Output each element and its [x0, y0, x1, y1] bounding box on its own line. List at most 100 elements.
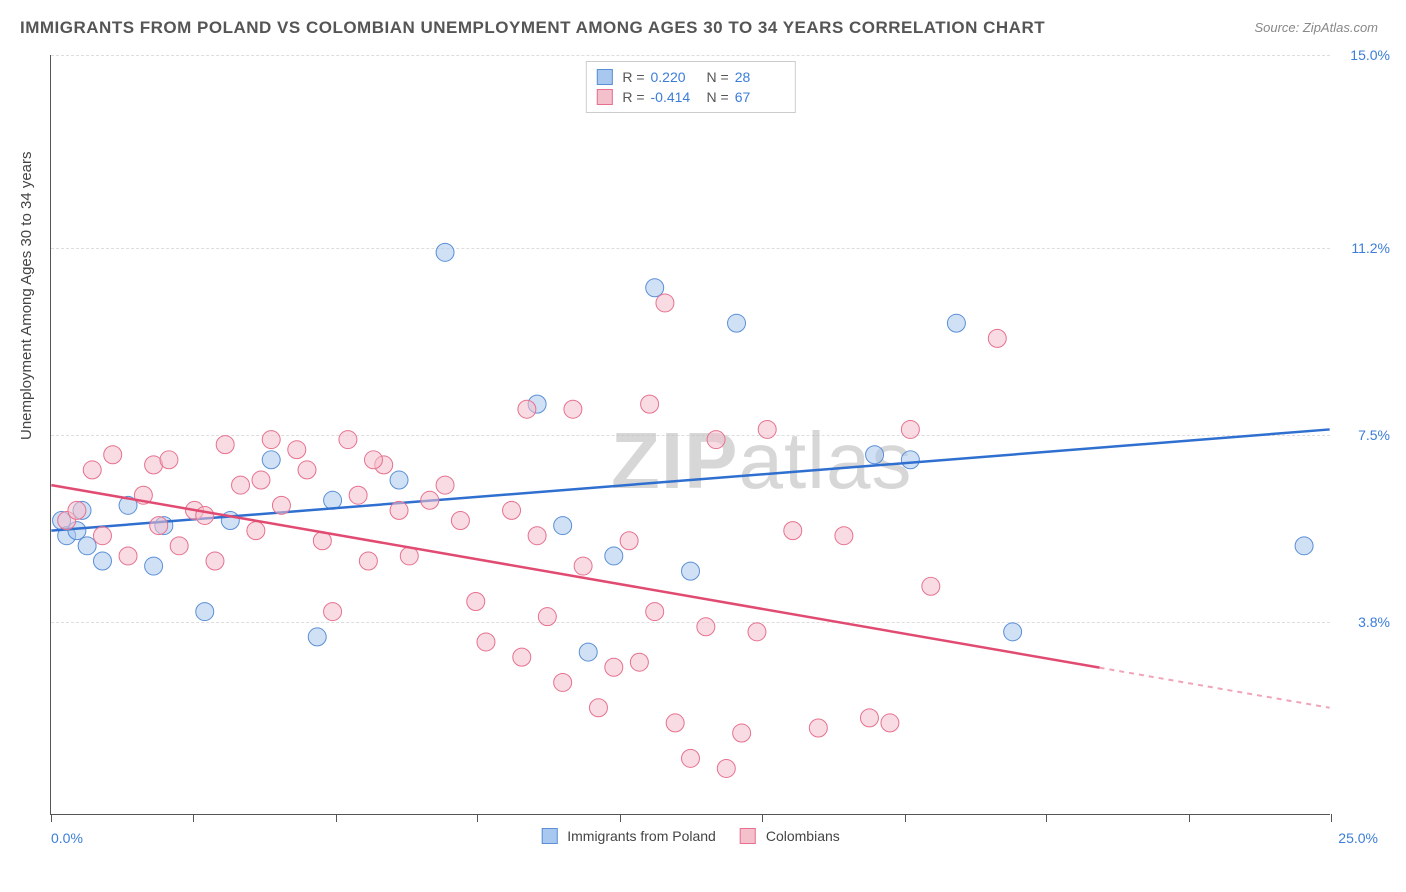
data-point-colombians — [860, 709, 878, 727]
data-point-poland — [145, 557, 163, 575]
x-tick — [477, 814, 478, 822]
data-point-colombians — [119, 547, 137, 565]
data-point-colombians — [390, 501, 408, 519]
data-point-colombians — [324, 603, 342, 621]
data-point-poland — [78, 537, 96, 555]
data-point-poland — [866, 446, 884, 464]
x-axis-min-label: 0.0% — [51, 830, 83, 846]
data-point-colombians — [835, 527, 853, 545]
x-tick — [1189, 814, 1190, 822]
data-point-colombians — [93, 527, 111, 545]
x-tick — [620, 814, 621, 822]
plot-area: R = 0.220 N = 28 R = -0.414 N = 67 ZIPat… — [50, 55, 1330, 815]
swatch-colombians-icon — [596, 89, 612, 105]
data-point-poland — [579, 643, 597, 661]
y-tick-label: 3.8% — [1358, 614, 1390, 630]
data-point-colombians — [262, 431, 280, 449]
data-point-colombians — [339, 431, 357, 449]
chart-title: IMMIGRANTS FROM POLAND VS COLOMBIAN UNEM… — [20, 18, 1045, 38]
source-label: Source: ZipAtlas.com — [1254, 20, 1378, 35]
data-point-colombians — [707, 431, 725, 449]
n-key: N = — [707, 69, 729, 85]
swatch-colombians-icon — [740, 828, 756, 844]
data-point-colombians — [682, 749, 700, 767]
data-point-colombians — [503, 501, 521, 519]
data-point-colombians — [901, 420, 919, 438]
x-tick — [905, 814, 906, 822]
y-tick-label: 11.2% — [1351, 240, 1390, 256]
data-point-colombians — [538, 608, 556, 626]
data-point-poland — [947, 314, 965, 332]
data-point-colombians — [748, 623, 766, 641]
data-point-colombians — [298, 461, 316, 479]
data-point-colombians — [809, 719, 827, 737]
data-point-colombians — [252, 471, 270, 489]
data-point-colombians — [564, 400, 582, 418]
y-axis-label: Unemployment Among Ages 30 to 34 years — [18, 151, 35, 440]
data-point-colombians — [758, 420, 776, 438]
data-point-colombians — [881, 714, 899, 732]
data-point-poland — [308, 628, 326, 646]
data-point-poland — [605, 547, 623, 565]
swatch-poland-icon — [596, 69, 612, 85]
x-axis-max-label: 25.0% — [1338, 830, 1378, 846]
data-point-poland — [324, 491, 342, 509]
data-point-colombians — [196, 506, 214, 524]
data-point-poland — [436, 243, 454, 261]
data-point-poland — [93, 552, 111, 570]
regression-line-colombians — [51, 485, 1099, 668]
data-point-colombians — [574, 557, 592, 575]
data-point-colombians — [477, 633, 495, 651]
r-key: R = — [622, 69, 644, 85]
data-point-colombians — [733, 724, 751, 742]
n-value-colombians: 67 — [735, 89, 785, 105]
legend-stats-row-colombians: R = -0.414 N = 67 — [596, 87, 784, 107]
data-point-colombians — [554, 673, 572, 691]
data-point-colombians — [656, 294, 674, 312]
data-point-colombians — [646, 603, 664, 621]
data-point-colombians — [232, 476, 250, 494]
y-tick-label: 15.0% — [1350, 47, 1390, 63]
data-point-colombians — [104, 446, 122, 464]
data-point-colombians — [717, 759, 735, 777]
x-tick — [336, 814, 337, 822]
data-point-poland — [646, 279, 664, 297]
legend-item-poland: Immigrants from Poland — [541, 828, 716, 844]
data-point-colombians — [922, 577, 940, 595]
data-point-colombians — [666, 714, 684, 732]
legend-label-poland: Immigrants from Poland — [567, 828, 716, 844]
x-tick — [193, 814, 194, 822]
data-point-poland — [262, 451, 280, 469]
legend-stats: R = 0.220 N = 28 R = -0.414 N = 67 — [585, 61, 795, 113]
data-point-colombians — [513, 648, 531, 666]
data-point-colombians — [359, 552, 377, 570]
data-point-colombians — [206, 552, 224, 570]
chart-svg — [51, 55, 1330, 814]
data-point-colombians — [247, 522, 265, 540]
r-key: R = — [622, 89, 644, 105]
data-point-colombians — [697, 618, 715, 636]
regression-line-dashed-colombians — [1100, 668, 1330, 708]
data-point-colombians — [589, 699, 607, 717]
r-value-poland: 0.220 — [651, 69, 701, 85]
n-value-poland: 28 — [735, 69, 785, 85]
legend-stats-row-poland: R = 0.220 N = 28 — [596, 67, 784, 87]
data-point-colombians — [467, 592, 485, 610]
y-tick-label: 7.5% — [1358, 427, 1390, 443]
data-point-colombians — [451, 512, 469, 530]
data-point-colombians — [150, 517, 168, 535]
n-key: N = — [707, 89, 729, 105]
legend-label-colombians: Colombians — [766, 828, 840, 844]
data-point-poland — [390, 471, 408, 489]
data-point-poland — [1295, 537, 1313, 555]
x-tick — [1046, 814, 1047, 822]
data-point-colombians — [364, 451, 382, 469]
data-point-colombians — [436, 476, 454, 494]
data-point-colombians — [421, 491, 439, 509]
data-point-poland — [728, 314, 746, 332]
data-point-poland — [196, 603, 214, 621]
data-point-colombians — [160, 451, 178, 469]
data-point-colombians — [605, 658, 623, 676]
data-point-colombians — [620, 532, 638, 550]
data-point-colombians — [349, 486, 367, 504]
